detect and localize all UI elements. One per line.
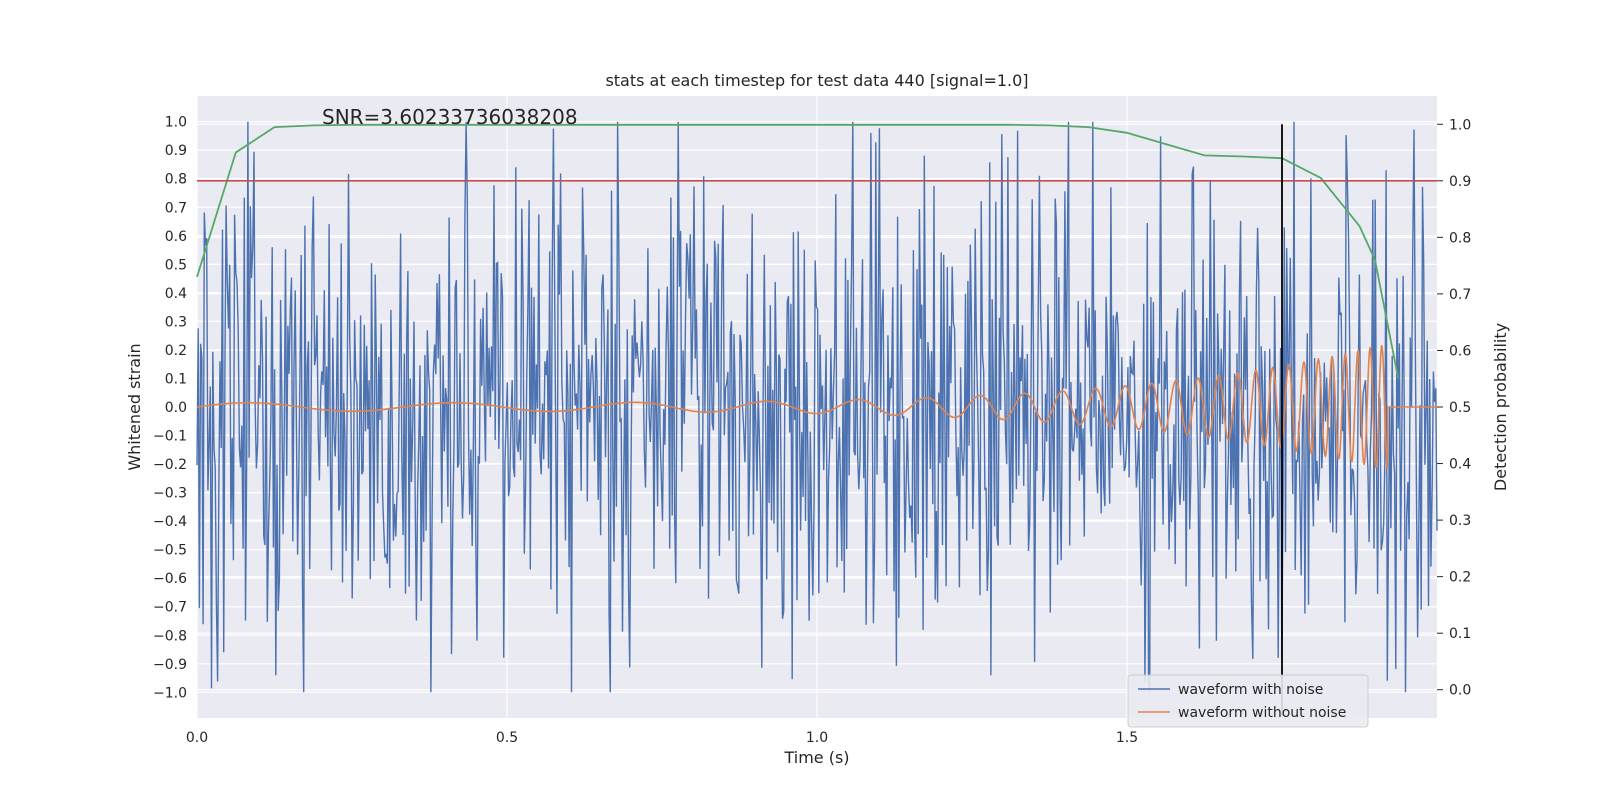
- y-tick-label: −0.7: [153, 600, 187, 616]
- y-tick-label: −0.9: [153, 657, 187, 673]
- y-axis-right: 1.0 0.9 0.8 0.7 0.6 0.5 0.4 0.3 0.2 0.1 0.0: [1437, 117, 1471, 699]
- y2-tick-label: 0.7: [1449, 287, 1471, 303]
- x-tick-label: 0.0: [186, 730, 208, 746]
- y-tick-label: 0.1: [165, 371, 187, 387]
- legend-box: [1127, 674, 1369, 728]
- legend: waveform with noise waveform without noi…: [1127, 674, 1369, 728]
- y-tick-label: 0.9: [165, 143, 187, 159]
- y-tick-label: −0.3: [153, 486, 187, 502]
- y2-tick-label: 0.6: [1449, 343, 1471, 359]
- x-tick-label: 0.5: [496, 730, 518, 746]
- y2-tick-label: 0.2: [1449, 570, 1471, 586]
- y2-tick-label: 0.5: [1449, 400, 1471, 416]
- snr-annotation: SNR=3.60233736038208: [322, 105, 578, 129]
- series-waveform-with-noise: [196, 121, 1438, 693]
- y-tick-label: −0.8: [153, 628, 187, 644]
- y2-tick-label: 0.8: [1449, 230, 1471, 246]
- y-tick-label: 0.8: [165, 172, 187, 188]
- legend-label-noise: waveform with noise: [1178, 682, 1323, 698]
- y-tick-label: 0.3: [165, 314, 187, 330]
- x-tick-label: 1.0: [806, 730, 828, 746]
- y2-tick-label: 0.1: [1449, 626, 1471, 642]
- y2-tick-label: 1.0: [1449, 117, 1471, 133]
- overlay-layer: [196, 123, 1437, 716]
- series-waveform-without-noise: [196, 344, 1437, 470]
- y-tick-label: 0.2: [165, 343, 187, 359]
- y2-tick-label: 0.0: [1449, 683, 1471, 699]
- y2-tick-label: 0.4: [1449, 457, 1471, 473]
- y-axis-label: Whitened strain: [125, 343, 144, 470]
- legend-label-clean: waveform without noise: [1178, 705, 1346, 721]
- y-tick-label: 0.5: [165, 257, 187, 273]
- y-axis-left: 1.0 0.9 0.8 0.7 0.6 0.5 0.4 0.3 0.2 0.1 0.0 −0.1 −0.…: [153, 115, 187, 702]
- y-tick-label: 1.0: [165, 115, 187, 131]
- series-detection-probability: [196, 123, 1400, 379]
- y-tick-label: −0.1: [153, 429, 187, 445]
- x-axis: 0.0 0.5 1.0 1.5: [186, 730, 1138, 746]
- y-tick-label: 0.6: [165, 229, 187, 245]
- y-tick-label: 0.0: [165, 400, 187, 416]
- y-tick-label: −0.4: [153, 514, 187, 530]
- y2-tick-label: 0.3: [1449, 513, 1471, 529]
- y-tick-label: 0.7: [165, 200, 187, 216]
- y-tick-label: −0.6: [153, 571, 187, 587]
- chart-title: stats at each timestep for test data 440…: [605, 71, 1028, 90]
- series-layer: [196, 121, 1438, 693]
- y-tick-label: 0.4: [165, 286, 187, 302]
- y-tick-label: −1.0: [153, 685, 187, 701]
- x-tick-label: 1.5: [1116, 730, 1138, 746]
- y2-axis-label: Detection probability: [1491, 323, 1510, 491]
- y-tick-label: −0.2: [153, 457, 187, 473]
- y2-tick-label: 0.9: [1449, 174, 1471, 190]
- y-tick-label: −0.5: [153, 543, 187, 559]
- x-axis-label: Time (s): [783, 748, 849, 767]
